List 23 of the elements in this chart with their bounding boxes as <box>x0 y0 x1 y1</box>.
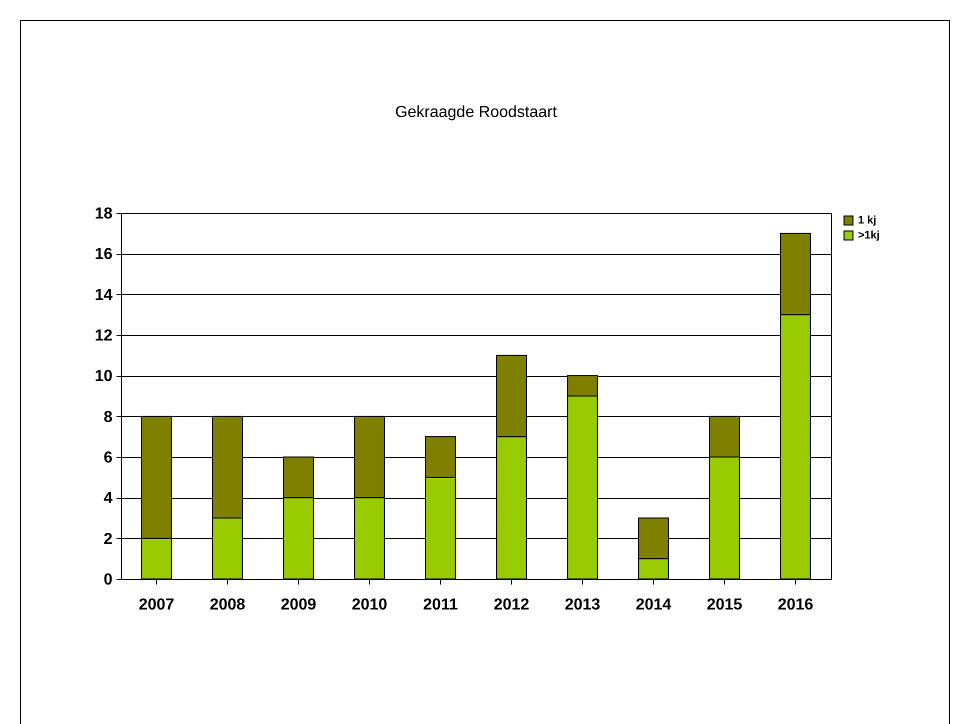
legend-label: >1kj <box>858 230 880 242</box>
x-tick-label: 2011 <box>423 596 458 614</box>
y-tick-label: 12 <box>94 328 113 344</box>
x-tick-label: 2010 <box>352 596 388 614</box>
y-tick-label: 2 <box>104 530 113 548</box>
x-tick-label: 2013 <box>564 596 600 614</box>
x-tick-label: 2007 <box>138 596 174 614</box>
x-tick-label: 2008 <box>210 596 246 614</box>
x-tick-label: 2014 <box>636 596 672 614</box>
y-tick-label: 18 <box>94 206 113 222</box>
chart-title: Gekraagde Roodstaart <box>395 104 558 121</box>
legend-label: 1 kj <box>858 214 876 226</box>
y-tick-label: 16 <box>94 246 113 264</box>
x-tick-label: 2015 <box>706 596 742 614</box>
x-tick-label: 2012 <box>494 596 530 614</box>
y-tick-label: 8 <box>104 408 113 426</box>
y-tick-label: 0 <box>104 572 113 588</box>
x-tick-label: 2016 <box>778 596 814 614</box>
y-tick-label: 10 <box>94 368 113 386</box>
x-tick-label: 2009 <box>280 596 316 614</box>
y-tick-label: 14 <box>94 286 113 304</box>
y-tick-label: 4 <box>104 490 113 508</box>
y-tick-label: 6 <box>104 450 113 466</box>
